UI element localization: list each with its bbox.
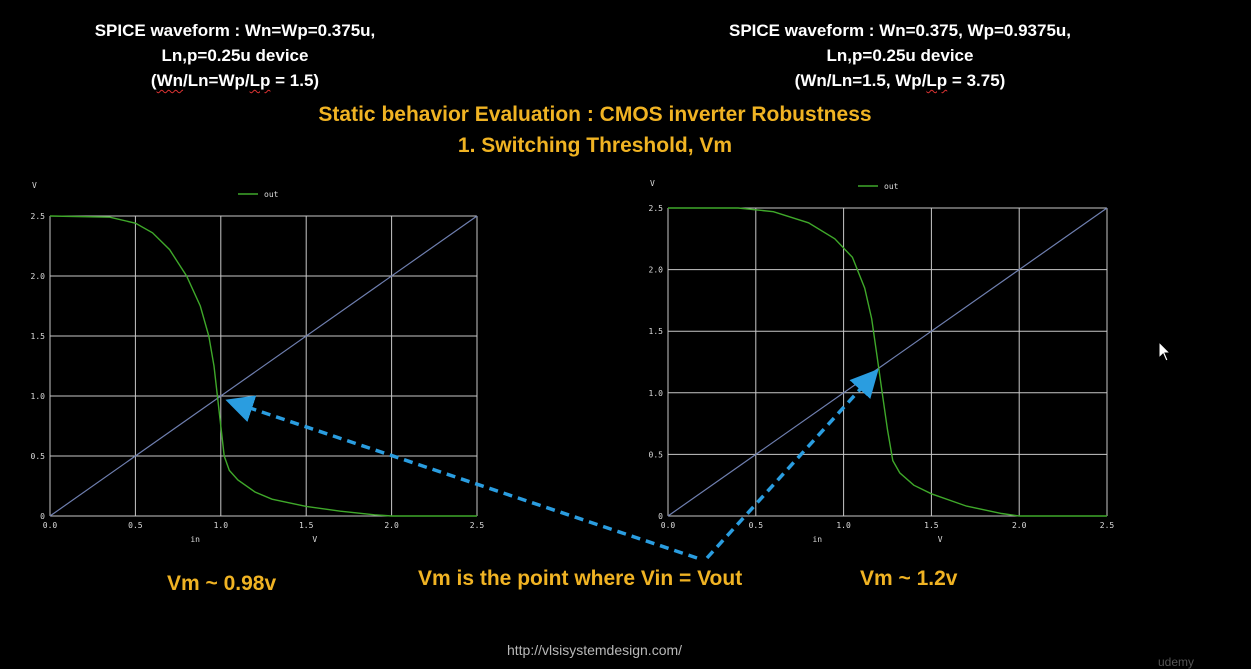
vm-definition-label: Vm is the point where Vin = Vout xyxy=(418,567,743,590)
x-tick-label: 2.0 xyxy=(384,521,399,530)
header-left-lp: Lp xyxy=(249,71,271,90)
x-axis-label: in xyxy=(190,535,200,544)
x-tick-label: 1.0 xyxy=(214,521,229,530)
mouse-cursor-icon xyxy=(1158,341,1172,362)
y-tick-label: 1.5 xyxy=(649,327,664,336)
vin-equals-vout-line xyxy=(667,207,1108,517)
x-tick-label: 0.5 xyxy=(128,521,143,530)
y-axis-label: V xyxy=(32,181,37,190)
x-tick-label: 0.0 xyxy=(43,521,58,530)
header-right-line3-a: (Wn/Ln=1.5, Wp/ xyxy=(794,71,927,90)
arrow-to-right-vm xyxy=(705,368,879,560)
header-left-line3-mid: /Ln=Wp/ xyxy=(183,71,250,90)
y-tick-label: 1.0 xyxy=(31,392,46,401)
y-tick-label: 2.0 xyxy=(649,266,664,275)
slide-title: Static behavior Evaluation : CMOS invert… xyxy=(318,103,872,126)
udemy-watermark: udemy xyxy=(1158,655,1195,669)
header-left-line3-close: = 1.5) xyxy=(270,71,320,90)
y-axis-label: V xyxy=(650,179,655,188)
series-line-out xyxy=(49,215,477,517)
header-left-wn: Wn xyxy=(156,71,184,90)
y-tick-label: 1.0 xyxy=(649,389,664,398)
vm-right-label: Vm ~ 1.2v xyxy=(860,567,958,590)
vm-left-label: Vm ~ 0.98v xyxy=(167,572,277,595)
x-tick-label: 0.0 xyxy=(661,521,676,530)
y-tick-label: 2.5 xyxy=(31,212,46,221)
x-axis-unit: V xyxy=(312,535,317,544)
x-tick-label: 1.0 xyxy=(836,521,851,530)
annotation-arrows xyxy=(225,368,879,560)
header-left-line3: (Wn/Ln=Wp/Lp = 1.5) xyxy=(60,68,410,93)
x-tick-label: 0.5 xyxy=(749,521,764,530)
header-right-line2: Ln,p=0.25u device xyxy=(826,46,974,65)
x-tick-label: 2.0 xyxy=(1012,521,1027,530)
y-tick-label: 0 xyxy=(40,512,45,521)
header-right-line3-b: = 3.75) xyxy=(947,71,1006,90)
y-tick-label: 0.5 xyxy=(649,450,664,459)
header-right-lp: Lp xyxy=(926,71,948,90)
y-tick-label: 0 xyxy=(658,512,663,521)
x-axis-unit: V xyxy=(938,535,943,544)
vin-equals-vout-line xyxy=(49,215,478,517)
header-left: SPICE waveform : Wn=Wp=0.375u, Ln,p=0.25… xyxy=(60,18,410,93)
chart-left: 0.0 0.5 1.0 1.5 2.0 2.5 0 0.5 1.0 1.5 2.0 2.5 Vin Vou… xyxy=(31,181,485,544)
slide-subtitle: 1. Switching Threshold, Vm xyxy=(457,134,733,157)
header-left-line2: Ln,p=0.25u device xyxy=(161,46,309,65)
header-right: SPICE waveform : Wn=0.375, Wp=0.9375u, L… xyxy=(700,18,1100,93)
arrow-to-left-vm xyxy=(225,395,698,560)
header-right-line3: (Wn/Ln=1.5, Wp/Lp = 3.75) xyxy=(700,68,1100,93)
x-tick-label: 2.5 xyxy=(1100,521,1115,530)
header-right-line1: SPICE waveform : Wn=0.375, Wp=0.9375u, xyxy=(728,21,1072,40)
footer-url[interactable]: http://vlsisystemdesign.com/ xyxy=(506,642,683,658)
y-tick-label: 2.5 xyxy=(649,204,664,213)
x-axis-label: in xyxy=(812,535,822,544)
y-tick-label: 1.5 xyxy=(31,332,46,341)
y-tick-label: 0.5 xyxy=(31,452,46,461)
x-tick-label: 2.5 xyxy=(470,521,485,530)
series-line-out xyxy=(668,207,1107,517)
chart-right: 0.0 0.5 1.0 1.5 2.0 2.5 0 0.5 1.0 1.5 2.0 2.5 Vin Vou… xyxy=(649,179,1115,544)
legend-label: out xyxy=(884,182,899,191)
y-tick-label: 2.0 xyxy=(31,272,46,281)
header-left-line3-open: ( xyxy=(150,71,157,90)
legend-label: out xyxy=(264,190,279,199)
x-tick-label: 1.5 xyxy=(924,521,939,530)
header-left-line1: SPICE waveform : Wn=Wp=0.375u, xyxy=(94,21,376,40)
x-tick-label: 1.5 xyxy=(299,521,314,530)
